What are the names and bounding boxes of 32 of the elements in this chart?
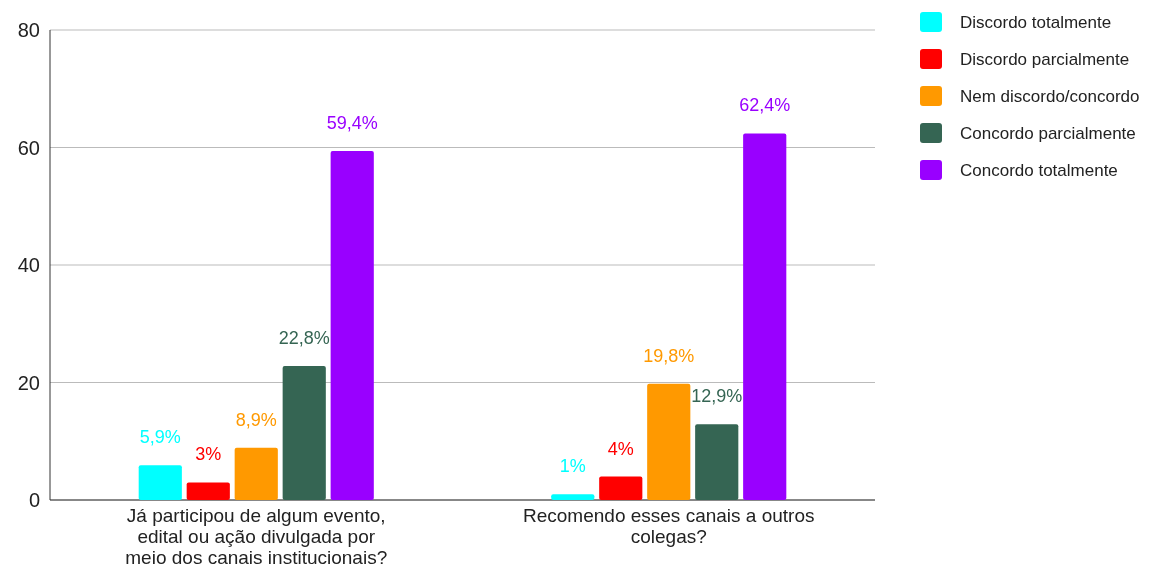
bar: [234, 447, 278, 500]
legend-label: Discordo totalmente: [960, 12, 1112, 32]
legend-label: Nem discordo/concordo: [960, 86, 1140, 106]
y-tick-label: 60: [17, 136, 40, 159]
legend-label: Concordo totalmente: [960, 160, 1118, 180]
bar: [186, 482, 230, 500]
data-label: 4%: [607, 438, 634, 459]
data-label: 22,8%: [278, 328, 330, 349]
data-label: 59,4%: [326, 113, 378, 134]
data-label: 1%: [559, 456, 586, 477]
bar: [138, 465, 182, 500]
bar: [330, 151, 374, 500]
legend-label: Concordo parcialmente: [960, 123, 1136, 143]
data-label: 12,9%: [691, 386, 743, 407]
bar: [647, 383, 691, 500]
x-tick-label: Já participou de algum evento, edital ou ação divulgada por meio dos canais institucionais?: [125, 505, 388, 568]
legend-label: Discordo parcialmente: [960, 49, 1130, 69]
bar: [695, 424, 739, 500]
data-label: 19,8%: [643, 345, 695, 366]
y-tick-label: 40: [17, 254, 40, 276]
data-label: 62,4%: [739, 95, 791, 116]
x-tick-label: Recomendo esses canais a outros colegas?: [523, 505, 815, 547]
data-label: 3%: [195, 444, 222, 465]
bar: [282, 366, 326, 500]
data-label: 5,9%: [139, 427, 181, 448]
bar: [743, 133, 787, 500]
data-label: 8,9%: [235, 409, 277, 430]
bar: [551, 494, 595, 500]
y-tick-label: 20: [17, 371, 40, 394]
y-tick-label: 80: [17, 19, 40, 41]
y-tick-label: 0: [28, 489, 40, 511]
bar: [599, 476, 643, 500]
